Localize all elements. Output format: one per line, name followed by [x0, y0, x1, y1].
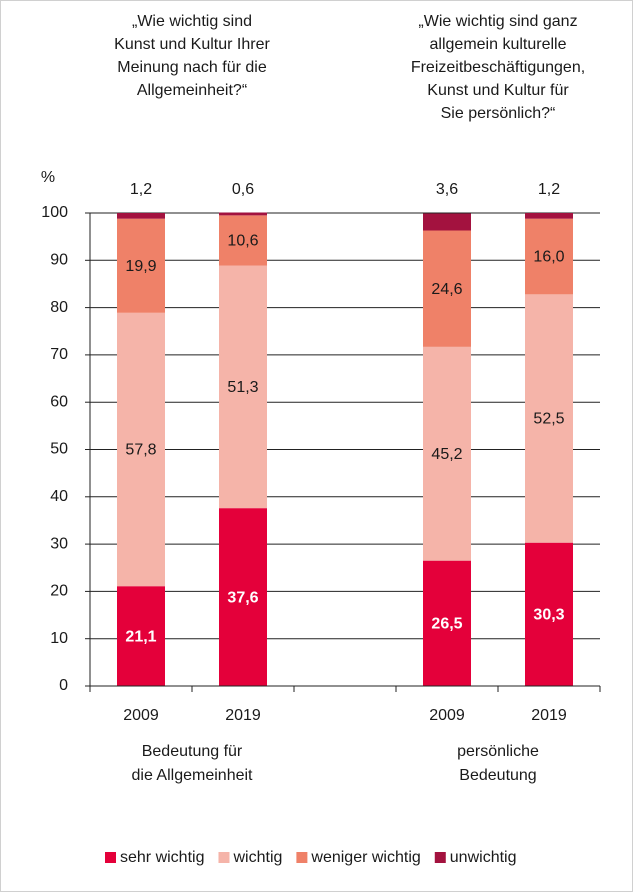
y-tick-label: 90 [50, 252, 68, 269]
y-tick-label: 100 [41, 204, 68, 221]
question-text: allgemein kulturelle [430, 36, 567, 53]
question-text: Kunst und Kultur für [427, 82, 569, 99]
bar-segment [219, 508, 267, 686]
legend-swatch [218, 852, 230, 863]
value-label: 21,1 [125, 628, 156, 645]
question-text: „Wie wichtig sind [132, 13, 252, 30]
value-label: 37,6 [227, 589, 258, 606]
legend-label: weniger wichtig [310, 849, 420, 866]
value-label: 45,2 [431, 446, 462, 463]
bar-segment [525, 542, 573, 686]
value-label: 52,5 [533, 411, 564, 428]
question-text: Allgemeinheit?“ [137, 82, 247, 99]
y-tick-label: 50 [50, 441, 68, 458]
value-label: 24,6 [431, 281, 462, 298]
bar-segment [423, 346, 471, 561]
bar-segment [219, 212, 267, 216]
y-axis-label: % [41, 169, 55, 186]
question-text: Sie persönlich?“ [441, 105, 556, 122]
value-label: 26,5 [431, 616, 462, 633]
y-tick-label: 30 [50, 535, 68, 552]
y-tick-label: 80 [50, 299, 68, 316]
group-label: Bedeutung [459, 767, 536, 784]
y-tick-label: 70 [50, 346, 68, 363]
x-tick-label: 2009 [429, 707, 465, 724]
bar-segment [117, 312, 165, 587]
y-tick-label: 40 [50, 488, 68, 505]
value-label: 1,2 [538, 181, 560, 198]
legend-swatch [296, 852, 308, 863]
bar-segment [219, 215, 267, 266]
y-tick-label: 20 [50, 583, 68, 600]
value-label: 10,6 [227, 233, 258, 250]
group-label: persönliche [457, 743, 539, 760]
value-label: 30,3 [533, 607, 564, 624]
legend-label: sehr wichtig [120, 849, 204, 866]
bar-segment [219, 265, 267, 509]
question-text: Freizeitbeschäftigungen, [411, 59, 585, 76]
bar-segment [117, 213, 165, 219]
x-tick-label: 2019 [225, 707, 261, 724]
bar-segment [423, 213, 471, 231]
bar-segment [525, 218, 573, 295]
y-tick-label: 60 [50, 393, 68, 410]
group-label: Bedeutung für [142, 743, 243, 760]
x-tick-label: 2009 [123, 707, 159, 724]
bar-segment [117, 586, 165, 686]
bar-segment [525, 213, 573, 219]
value-label: 3,6 [436, 181, 458, 198]
y-tick-label: 10 [50, 630, 68, 647]
value-label: 16,0 [533, 249, 564, 266]
value-label: 57,8 [125, 442, 156, 459]
value-label: 1,2 [130, 181, 152, 198]
y-tick-label: 0 [59, 677, 68, 694]
question-text: Kunst und Kultur Ihrer [114, 36, 270, 53]
question-text: Meinung nach für die [117, 59, 267, 76]
value-label: 51,3 [227, 379, 258, 396]
legend-label: wichtig [232, 849, 282, 866]
value-label: 19,9 [125, 258, 156, 275]
bar-segment [525, 294, 573, 543]
question-text: „Wie wichtig sind ganz [418, 13, 577, 30]
legend-label: unwichtig [450, 849, 517, 866]
legend-swatch [434, 852, 446, 863]
bar-segment [423, 560, 471, 686]
bar-segment [117, 218, 165, 313]
bar-segment [423, 230, 471, 347]
legend-swatch [105, 852, 116, 863]
x-tick-label: 2019 [531, 707, 567, 724]
value-label: 0,6 [232, 181, 254, 198]
group-label: die Allgemeinheit [132, 767, 254, 784]
